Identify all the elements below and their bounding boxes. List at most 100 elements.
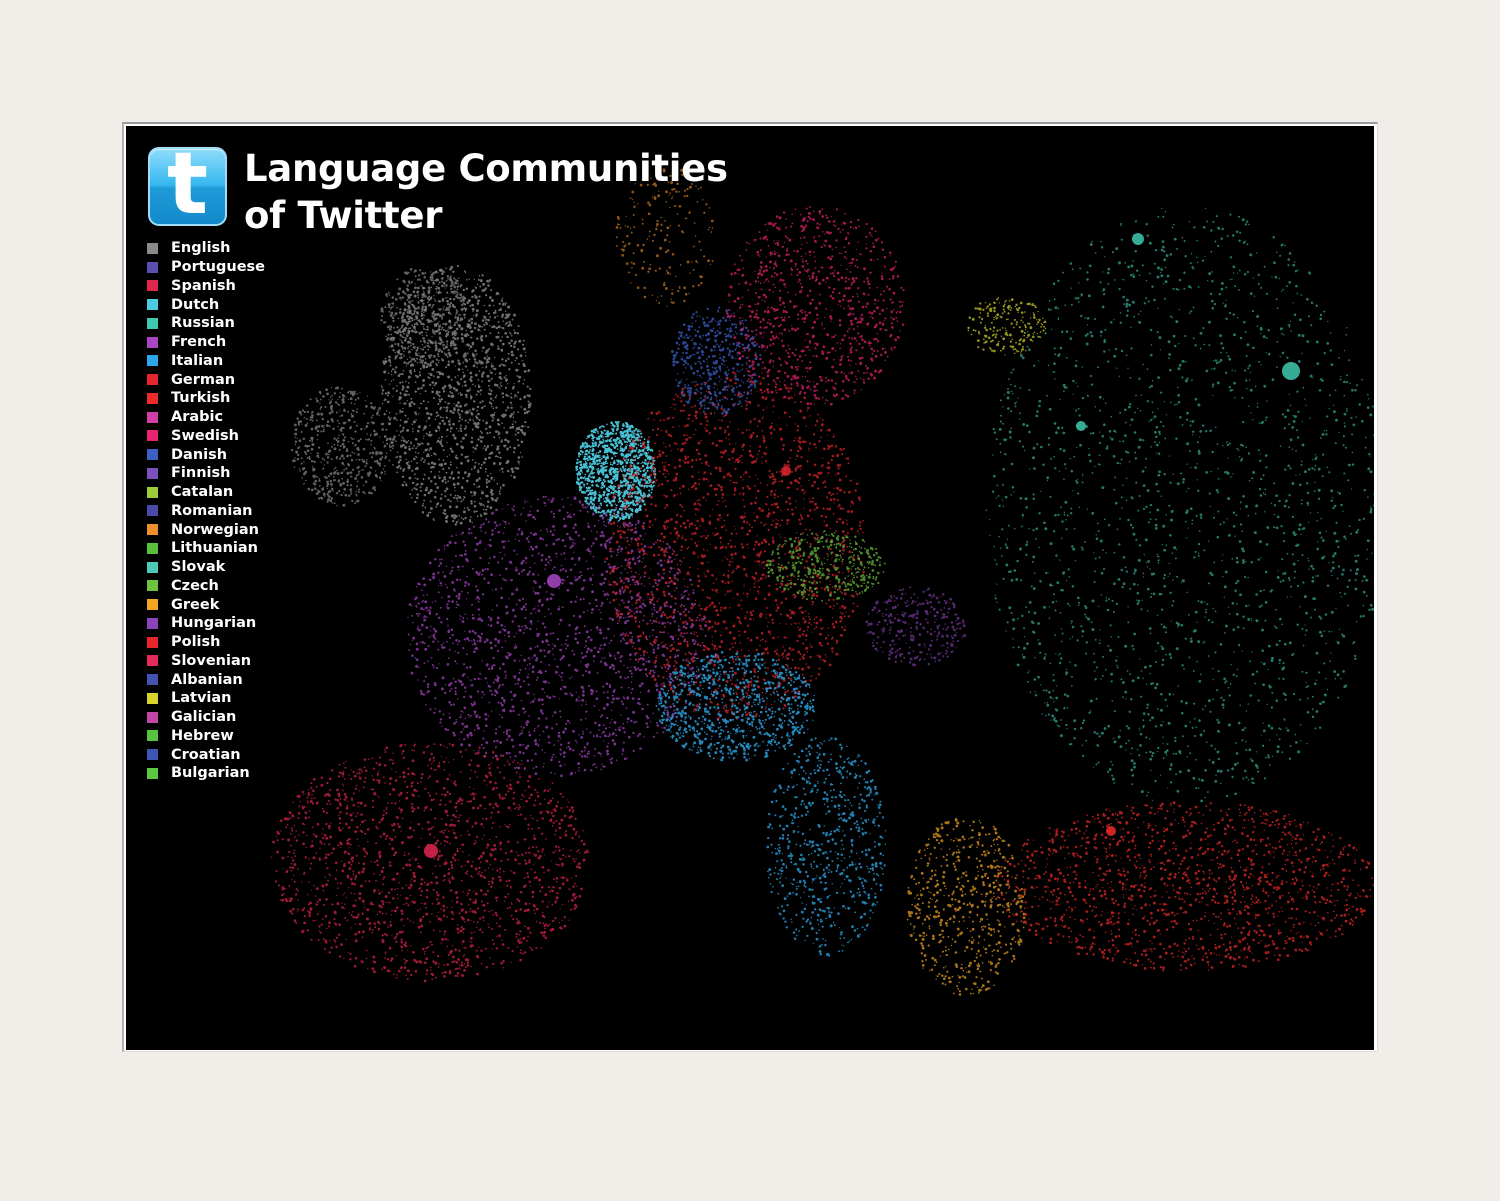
legend-label: Danish xyxy=(171,446,228,463)
legend-item-lithuanian: Lithuanian xyxy=(147,539,265,558)
city-hub-istanbul xyxy=(1106,826,1116,836)
legend-swatch xyxy=(147,617,158,629)
twitter-t-glyph: t xyxy=(166,134,209,234)
legend-item-hungarian: Hungarian xyxy=(147,614,265,633)
legend-item-dutch: Dutch xyxy=(147,295,265,314)
region-sweden xyxy=(726,206,905,406)
legend-swatch xyxy=(147,561,158,573)
legend-label: Romanian xyxy=(171,502,253,519)
region-russia xyxy=(985,207,1374,803)
region-hungary xyxy=(865,586,966,667)
language-map: t Language Communities of Twitter Englis… xyxy=(126,126,1374,1050)
map-title-line-2: of Twitter xyxy=(244,194,443,237)
city-hub-st-petersburg xyxy=(1132,233,1144,245)
legend-label: Lithuanian xyxy=(171,540,258,557)
legend-item-polish: Polish xyxy=(147,633,265,652)
legend-swatch xyxy=(147,674,158,686)
legend-label: Arabic xyxy=(171,409,224,426)
region-ireland xyxy=(290,386,393,507)
legend-label: English xyxy=(171,240,231,257)
legend-swatch xyxy=(147,392,158,404)
legend-swatch xyxy=(147,467,158,479)
legend-item-russian: Russian xyxy=(147,314,265,333)
legend-item-swedish: Swedish xyxy=(147,427,265,446)
legend-label: Hebrew xyxy=(171,727,234,744)
legend-swatch xyxy=(147,767,158,779)
region-czech xyxy=(765,530,886,602)
legend-item-albanian: Albanian xyxy=(147,670,265,689)
legend-label: Portuguese xyxy=(171,259,265,276)
legend-swatch xyxy=(147,599,158,611)
legend-swatch xyxy=(147,242,158,254)
region-france xyxy=(407,495,708,778)
legend-item-arabic: Arabic xyxy=(147,408,265,427)
legend-swatch xyxy=(147,486,158,498)
legend-item-latvian: Latvian xyxy=(147,689,265,708)
legend-swatch xyxy=(147,524,158,536)
legend-swatch xyxy=(147,355,158,367)
legend-label: Albanian xyxy=(171,671,243,688)
legend-label: Russian xyxy=(171,315,235,332)
region-iberia xyxy=(270,743,590,983)
legend-swatch xyxy=(147,411,158,423)
legend-swatch xyxy=(147,430,158,442)
legend-item-finnish: Finnish xyxy=(147,464,265,483)
city-hub-kiev xyxy=(1076,421,1086,431)
legend-label: Italian xyxy=(171,352,224,369)
region-latvia xyxy=(967,297,1047,356)
legend-label: Spanish xyxy=(171,277,236,294)
legend-item-catalan: Catalan xyxy=(147,483,265,502)
legend-item-italian: Italian xyxy=(147,352,265,371)
legend-swatch xyxy=(147,374,158,386)
legend-label: German xyxy=(171,371,236,388)
city-hub-paris xyxy=(547,574,561,588)
legend-label: Polish xyxy=(171,634,221,651)
map-title: Language Communities of Twitter xyxy=(244,145,728,239)
legend-item-german: German xyxy=(147,370,265,389)
region-norway xyxy=(615,168,714,307)
legend-swatch xyxy=(147,449,158,461)
legend-swatch xyxy=(147,655,158,667)
legend-label: French xyxy=(171,334,227,351)
legend-item-czech: Czech xyxy=(147,577,265,596)
twitter-logo-icon: t xyxy=(148,141,227,227)
city-hub-moscow xyxy=(1282,362,1300,380)
legend-swatch xyxy=(147,280,158,292)
legend-label: Croatian xyxy=(171,746,241,763)
legend-item-slovenian: Slovenian xyxy=(147,652,265,671)
legend-label: Czech xyxy=(171,577,219,594)
region-italy-south xyxy=(766,737,887,957)
city-hub-madrid xyxy=(424,844,438,858)
legend-label: Dutch xyxy=(171,296,220,313)
legend-item-greek: Greek xyxy=(147,595,265,614)
legend-item-danish: Danish xyxy=(147,445,265,464)
legend-label: Slovak xyxy=(171,559,226,576)
legend-swatch xyxy=(147,636,158,648)
legend-item-english: English xyxy=(147,239,265,258)
legend-item-romanian: Romanian xyxy=(147,502,265,521)
legend-item-galician: Galician xyxy=(147,708,265,727)
region-greece xyxy=(906,817,1026,996)
legend-item-slovak: Slovak xyxy=(147,558,265,577)
legend-item-norwegian: Norwegian xyxy=(147,520,265,539)
legend-label: Slovenian xyxy=(171,652,252,669)
legend-item-hebrew: Hebrew xyxy=(147,727,265,746)
legend-swatch xyxy=(147,749,158,761)
legend-swatch xyxy=(147,580,158,592)
region-turkey xyxy=(996,801,1374,972)
legend-swatch xyxy=(147,317,158,329)
legend: English Portuguese Spanish Dutch Russian Fren… xyxy=(147,239,265,783)
legend-label: Norwegian xyxy=(171,521,259,538)
legend-label: Turkish xyxy=(171,390,231,407)
legend-label: Finnish xyxy=(171,465,231,482)
legend-swatch xyxy=(147,692,158,704)
legend-item-french: French xyxy=(147,333,265,352)
legend-label: Galician xyxy=(171,709,237,726)
legend-swatch xyxy=(147,711,158,723)
legend-swatch xyxy=(147,299,158,311)
region-scotland xyxy=(380,267,472,367)
legend-label: Catalan xyxy=(171,484,234,501)
legend-label: Latvian xyxy=(171,690,232,707)
legend-label: Swedish xyxy=(171,427,239,444)
legend-item-turkish: Turkish xyxy=(147,389,265,408)
